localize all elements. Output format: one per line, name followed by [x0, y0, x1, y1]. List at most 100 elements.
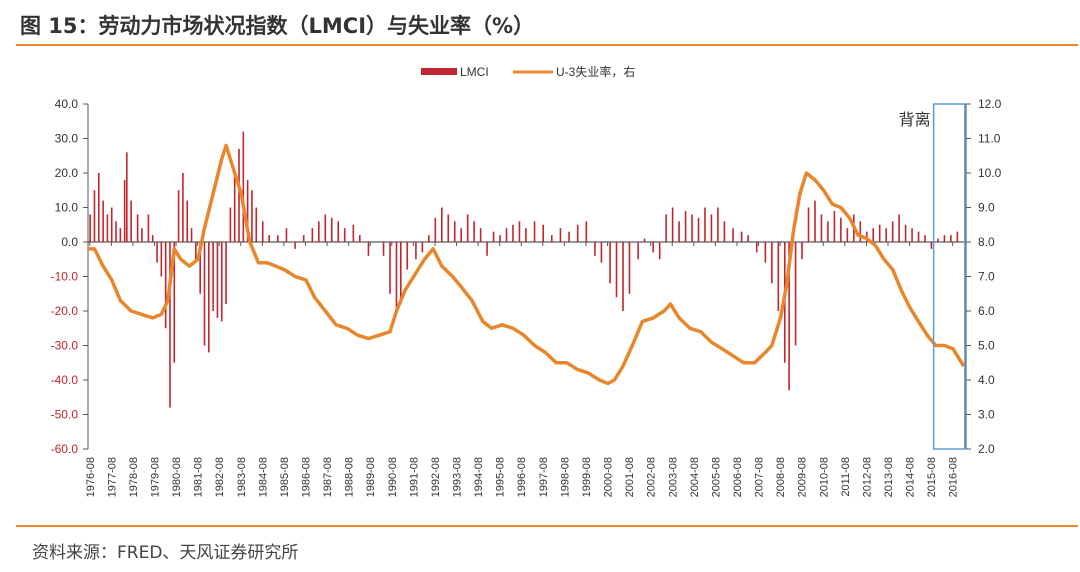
x-tick-label: 1997-08 — [538, 457, 550, 497]
lmci-bar — [950, 235, 952, 242]
x-tick-label: 2012-08 — [861, 457, 873, 497]
lmci-bar — [911, 228, 913, 242]
lmci-bar — [190, 228, 193, 242]
x-tick-label: 1992-08 — [430, 457, 442, 497]
lmci-bar — [242, 131, 245, 242]
x-tick-label: 2006-08 — [732, 457, 744, 497]
lmci-bar — [658, 242, 661, 260]
lmci-bar — [717, 207, 719, 242]
lmci-bar — [389, 242, 391, 294]
lmci-bar — [123, 179, 126, 242]
y-left-tick-label: 40.0 — [55, 97, 79, 111]
lmci-bar — [97, 173, 100, 242]
lmci-bar — [924, 235, 926, 242]
lmci-bar — [160, 242, 163, 277]
y-left-tick-label: -60.0 — [51, 442, 79, 456]
lmci-bar — [652, 242, 654, 253]
y-left-tick-label: -30.0 — [51, 339, 79, 353]
lmci-bar — [499, 235, 501, 242]
lmci-bar — [233, 173, 236, 242]
lmci-bar — [460, 228, 463, 242]
legend-label-unemployment: U-3失业率，右 — [556, 64, 635, 79]
lmci-bar — [859, 221, 862, 242]
lmci-bar — [956, 231, 959, 242]
page-title: 图 15：劳动力市场状况指数（LMCI）与失业率（%） — [20, 14, 535, 38]
x-tick-label: 2014-08 — [905, 457, 917, 497]
x-tick-label: 1998-08 — [559, 457, 571, 497]
lmci-bar — [421, 242, 424, 253]
lmci-bar — [643, 238, 646, 242]
y-right-tick-label: 5.0 — [978, 339, 995, 353]
lmci-bar — [594, 242, 596, 256]
lmci-bar — [788, 242, 790, 391]
lmci-bar — [846, 228, 849, 242]
y-right-tick-label: 11.0 — [978, 132, 1001, 146]
lmci-bar — [337, 221, 340, 242]
y-right-tick-label: 6.0 — [978, 304, 995, 318]
lmci-bar — [585, 221, 588, 242]
lmci-bar — [904, 224, 907, 242]
title-rule — [16, 44, 1078, 46]
y-right-tick-label: 10.0 — [978, 166, 1002, 180]
lmci-bar — [177, 190, 180, 242]
lmci-bar — [466, 214, 469, 242]
lmci-bar — [600, 242, 603, 263]
x-tick-label: 2007-08 — [754, 457, 766, 497]
y-right-tick-label: 9.0 — [978, 201, 995, 215]
lmci-bar — [917, 231, 920, 242]
y-right-tick-label: 4.0 — [978, 373, 995, 387]
lmci-bar — [141, 228, 143, 242]
lmci-bar — [151, 235, 154, 242]
x-tick-label: 2000-08 — [603, 457, 615, 497]
lmci-bar — [747, 235, 749, 242]
lmci-bar — [119, 228, 122, 242]
x-tick-label: 1994-08 — [473, 457, 485, 497]
lmci-bar — [453, 221, 456, 242]
lmci-bar — [415, 242, 417, 260]
lmci-bar — [885, 228, 887, 242]
y-left-tick-label: -20.0 — [51, 304, 79, 318]
lmci-bar — [126, 152, 128, 242]
lmci-bar — [684, 210, 687, 242]
lmci-bar — [285, 228, 288, 242]
lmci-bar — [801, 242, 803, 260]
x-tick-label: 2009-08 — [797, 457, 809, 497]
x-tick-label: 2004-08 — [689, 457, 701, 497]
lmci-bar — [740, 231, 743, 242]
lmci-bar — [732, 228, 734, 242]
lmci-bar — [110, 207, 113, 242]
lmci-bar — [255, 207, 258, 242]
lmci-bar — [665, 214, 667, 242]
lmci-bar — [820, 214, 823, 242]
lmci-bar — [195, 242, 197, 260]
unemployment-line — [88, 143, 966, 386]
lmci-bar — [440, 207, 443, 242]
axes: -60.0 -50.0 -40.0 -30.0 -20.0 -10.0 0.0 10.0 20.… — [51, 97, 1002, 497]
x-tick-label: 1987-08 — [322, 457, 334, 497]
lmci-bar — [330, 217, 333, 242]
lmci-bar — [525, 228, 527, 242]
lmci-bar — [220, 242, 223, 322]
x-tick-label: 1980-08 — [171, 457, 183, 497]
lmci-bar — [106, 214, 109, 242]
x-tick-label: 1986-08 — [301, 457, 313, 497]
x-tick-label: 2008-08 — [775, 457, 787, 497]
lmci-bar — [318, 221, 320, 242]
x-tick-label: 1991-08 — [408, 457, 420, 497]
lmci-bar — [182, 173, 184, 242]
x-tick-label: 1993-08 — [452, 457, 464, 497]
lmci-bar — [238, 148, 240, 242]
lmci-bar — [807, 207, 810, 242]
lmci-bar — [434, 217, 437, 242]
lmci-bar — [447, 214, 450, 242]
lmci-bar — [302, 235, 305, 242]
y-right-tick-label: 8.0 — [978, 235, 995, 249]
lmci-bar — [697, 217, 700, 242]
lmci-bar — [199, 242, 201, 294]
lmci-bar — [671, 207, 674, 242]
lmci-bar — [533, 221, 536, 242]
lmci-bar — [268, 235, 271, 242]
lmci-bar — [229, 207, 232, 242]
divergence-annotation: 背离 — [899, 103, 966, 450]
lmci-bar — [93, 190, 96, 242]
